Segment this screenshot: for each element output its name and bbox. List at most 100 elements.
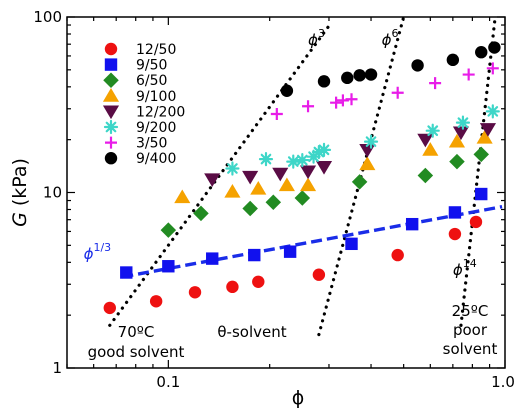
data-point-9-50 [206,252,219,265]
data-point-9-400 [341,71,354,85]
data-point-9-50 [283,245,297,258]
data-point-12-50 [226,280,239,294]
data-point-9-200 [425,123,440,138]
legend-label-9-100: 9/100 [136,89,176,105]
data-point-12-50 [188,286,202,299]
data-point-9-400 [475,46,488,59]
legend-label-9-200: 9/200 [136,120,176,136]
data-point-3-50 [336,94,349,107]
data-point-9-200 [225,161,240,176]
guide-label-phi6: ϕ6 [382,27,399,49]
legend-label-6-50: 6/50 [136,73,167,89]
legend-label-3-50: 3/50 [136,136,167,152]
guide-label-phi6-exponent: 6 [392,27,399,40]
data-point-3-50 [345,93,358,106]
y-axis-title-unit: (kPa) [9,158,31,212]
data-point-9-200 [311,144,326,160]
data-point-9-50 [345,237,358,251]
legend-marker-6-50 [103,72,119,88]
data-point-12-50 [448,227,462,241]
guide-label-phi14: ϕ14 [453,257,477,279]
data-point-12-50 [469,215,483,229]
y-axis-title: G (kPa) [9,158,31,227]
guide-label-phi1-3-exponent: 1/3 [93,241,111,254]
data-point-9-100 [224,183,241,198]
data-point-9-400 [353,69,366,82]
legend-marker-9-100 [102,88,120,102]
legend-marker-12-200 [102,105,120,120]
data-point-9-100 [359,156,376,171]
guide-label-phi3-base: ϕ [308,31,318,49]
data-point-9-200 [485,104,500,119]
annotation-good-solvent-line-1: good solvent [88,343,185,361]
data-point-9-400 [364,68,378,81]
data-point-6-50 [242,200,258,217]
data-point-9-100 [174,189,191,204]
legend-label-9-50: 9/50 [136,58,167,74]
data-point-3-50 [330,96,343,109]
data-point-3-50 [270,108,283,121]
data-point-6-50 [160,222,177,238]
y-axis-title-symbol: G [9,212,31,227]
annotation-poor-solvent-line-2: solvent [443,340,498,358]
data-point-12-200 [417,133,434,148]
data-point-9-50 [248,248,261,262]
data-point-12-200 [204,173,221,187]
data-point-9-100 [299,177,317,192]
y-tick-label: 100 [33,8,62,26]
data-point-12-200 [272,167,289,182]
data-point-9-200 [316,142,332,157]
annotation-good-solvent-line-0: 70ºC [118,323,155,341]
x-tick-label: 1.0 [491,373,515,391]
data-point-6-50 [294,190,311,206]
data-point-9-100 [422,142,439,156]
data-point-9-50 [475,187,488,201]
data-point-6-50 [351,174,368,190]
data-point-3-50 [486,62,499,75]
data-point-6-50 [449,153,465,170]
data-point-12-50 [312,268,326,281]
guide-line-phi1-3 [122,205,503,279]
data-point-9-400 [446,53,460,67]
data-point-6-50 [265,194,282,210]
data-point-6-50 [473,146,489,163]
data-point-12-200 [299,165,317,180]
legend-marker-9-50 [104,58,118,71]
data-point-12-200 [242,170,259,185]
guide-label-phi14-base: ϕ [453,261,463,279]
data-point-6-50 [417,167,434,184]
data-point-9-200 [295,152,310,168]
legend-marker-9-200 [103,119,119,135]
data-point-12-50 [391,248,404,262]
data-point-9-200 [455,115,471,130]
y-tick-label: 1 [52,359,62,377]
data-point-9-400 [488,41,501,54]
data-point-9-200 [286,154,301,169]
data-point-12-50 [252,275,265,288]
data-point-9-50 [120,266,133,279]
data-point-12-200 [315,160,333,175]
y-tick-label: 10 [43,184,62,202]
guide-label-phi6-base: ϕ [382,31,392,49]
data-point-12-200 [452,126,470,141]
guide-label-phi3-exponent: 3 [318,27,325,40]
legend-marker-3-50 [105,136,117,149]
data-point-3-50 [429,77,442,90]
guide-label-phi14-exponent: 14 [463,257,477,270]
data-point-9-50 [448,206,462,219]
legend-marker-12-50 [104,42,118,56]
data-point-9-50 [405,217,419,231]
legend-marker-9-400 [104,152,118,165]
annotation-theta-solvent-line-0: θ-solvent [217,323,286,341]
guide-line-phi14 [459,17,497,327]
x-tick-label: 0.1 [156,373,180,391]
data-point-9-100 [448,133,466,148]
data-point-9-400 [280,84,294,97]
legend-label-9-400: 9/400 [136,151,176,167]
data-point-9-100 [278,177,295,192]
data-point-12-200 [479,123,497,137]
data-point-9-200 [258,151,274,167]
data-point-6-50 [193,205,209,222]
annotation-poor-solvent-line-0: 25ºC [452,302,489,320]
